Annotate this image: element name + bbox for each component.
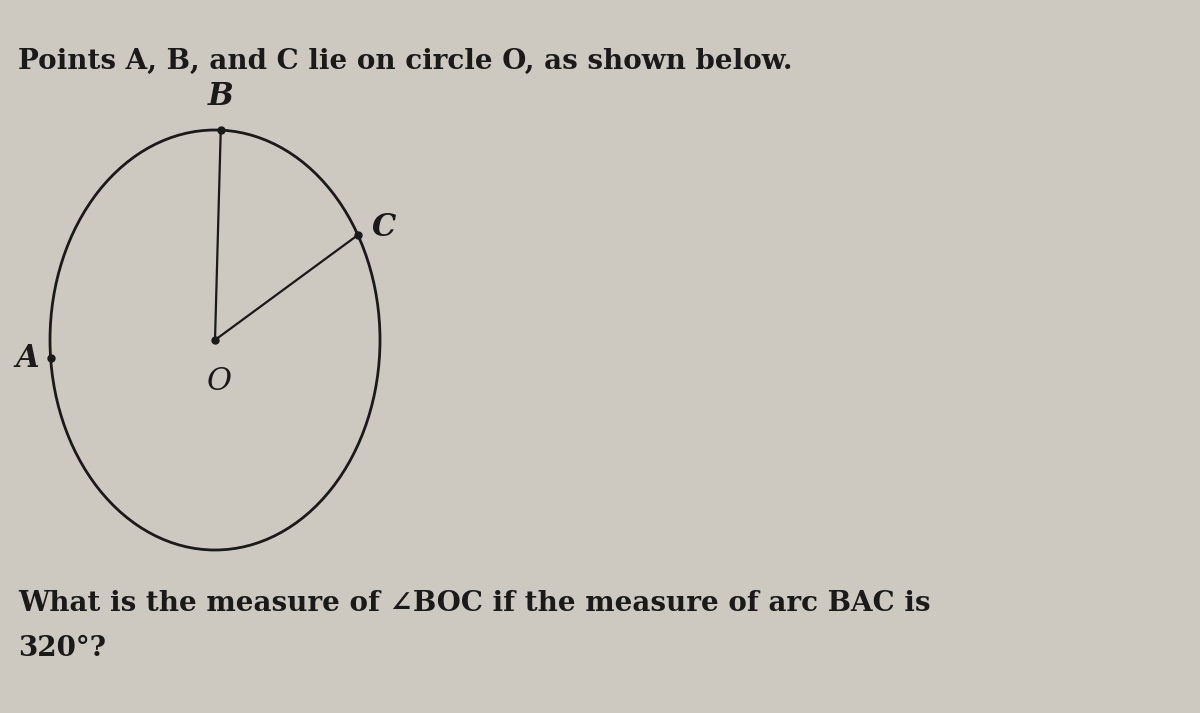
Text: What is the measure of ∠BOC if the measure of arc BAC is: What is the measure of ∠BOC if the measu… [18,590,930,617]
Text: O: O [206,366,232,397]
Text: C: C [372,212,396,242]
Text: Points A, B, and C lie on circle O, as shown below.: Points A, B, and C lie on circle O, as s… [18,48,792,75]
Text: B: B [208,81,234,112]
Text: A: A [16,343,38,374]
Text: 320°?: 320°? [18,635,106,662]
